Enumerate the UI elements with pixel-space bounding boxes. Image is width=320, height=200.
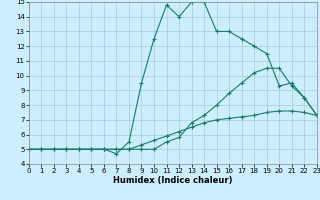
X-axis label: Humidex (Indice chaleur): Humidex (Indice chaleur) <box>113 176 233 185</box>
